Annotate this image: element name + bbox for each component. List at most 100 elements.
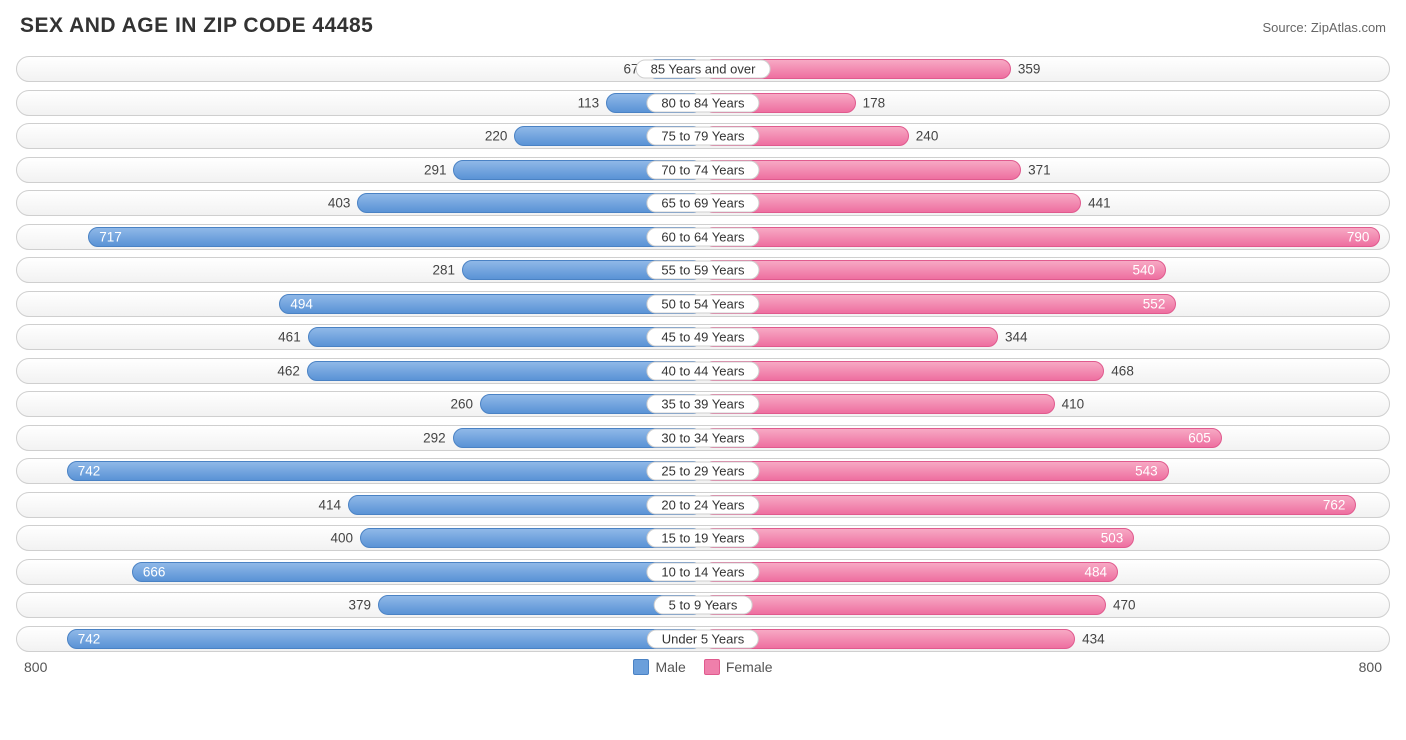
male-bar: 717 bbox=[88, 227, 703, 247]
male-bar: 666 bbox=[132, 562, 703, 582]
female-value: 344 bbox=[997, 330, 1028, 345]
female-bar: 605 bbox=[703, 428, 1222, 448]
age-category-label: 30 to 34 Years bbox=[646, 428, 759, 447]
age-category-label: 55 to 59 Years bbox=[646, 261, 759, 280]
age-category-label: 10 to 14 Years bbox=[646, 562, 759, 581]
male-bar: 462 bbox=[307, 361, 703, 381]
female-bar: 762 bbox=[703, 495, 1356, 515]
female-value: 790 bbox=[1347, 229, 1370, 244]
female-value: 484 bbox=[1084, 564, 1107, 579]
legend: Male Female bbox=[64, 659, 1342, 675]
male-value: 666 bbox=[143, 564, 166, 579]
female-value: 178 bbox=[855, 95, 886, 110]
chart-row: 291 371 70 to 74 Years bbox=[16, 157, 1390, 183]
male-value: 717 bbox=[99, 229, 122, 244]
male-value: 494 bbox=[290, 296, 313, 311]
female-value: 441 bbox=[1080, 196, 1111, 211]
male-value: 742 bbox=[78, 631, 101, 646]
female-bar: 470 bbox=[703, 595, 1106, 615]
age-category-label: 80 to 84 Years bbox=[646, 93, 759, 112]
male-value: 403 bbox=[328, 196, 359, 211]
chart-row: 40344165 to 69 Years bbox=[16, 190, 1390, 216]
age-category-label: 85 Years and over bbox=[636, 60, 771, 79]
female-value: 434 bbox=[1074, 631, 1105, 646]
female-value: 762 bbox=[1323, 497, 1346, 512]
axis-max-right: 800 bbox=[1342, 659, 1382, 675]
chart-row: 494 552 50 to 54 Years bbox=[16, 291, 1390, 317]
female-bar: 484 bbox=[703, 562, 1118, 582]
age-category-label: 65 to 69 Years bbox=[646, 194, 759, 213]
male-value: 260 bbox=[451, 397, 482, 412]
female-bar: 441 bbox=[703, 193, 1081, 213]
age-category-label: 25 to 29 Years bbox=[646, 462, 759, 481]
legend-item-male: Male bbox=[633, 659, 685, 675]
male-bar: 494 bbox=[279, 294, 703, 314]
female-bar: 434 bbox=[703, 629, 1075, 649]
male-value: 220 bbox=[485, 129, 516, 144]
male-value: 400 bbox=[330, 531, 361, 546]
legend-female-label: Female bbox=[726, 659, 773, 675]
female-value: 371 bbox=[1020, 162, 1051, 177]
age-category-label: 5 to 9 Years bbox=[654, 596, 753, 615]
chart-row: 666 484 10 to 14 Years bbox=[16, 559, 1390, 585]
age-category-label: 40 to 44 Years bbox=[646, 361, 759, 380]
male-value: 291 bbox=[424, 162, 455, 177]
female-bar: 540 bbox=[703, 260, 1166, 280]
chart-row: 260 410 35 to 39 Years bbox=[16, 391, 1390, 417]
male-value: 462 bbox=[277, 363, 308, 378]
male-value: 414 bbox=[318, 497, 349, 512]
chart-row: 461 344 45 to 49 Years bbox=[16, 324, 1390, 350]
chart-row: 742 543 25 to 29 Years bbox=[16, 458, 1390, 484]
chart-row: 3794705 to 9 Years bbox=[16, 592, 1390, 618]
age-category-label: 70 to 74 Years bbox=[646, 160, 759, 179]
female-bar: 543 bbox=[703, 461, 1169, 481]
female-value: 240 bbox=[908, 129, 939, 144]
female-swatch-icon bbox=[704, 659, 720, 675]
age-category-label: Under 5 Years bbox=[647, 629, 759, 648]
age-category-label: 35 to 39 Years bbox=[646, 395, 759, 414]
female-value: 543 bbox=[1135, 464, 1158, 479]
female-value: 468 bbox=[1103, 363, 1134, 378]
population-pyramid-chart: 6735985 Years and over 113 178 80 to 84 Yea… bbox=[16, 56, 1390, 652]
legend-item-female: Female bbox=[704, 659, 773, 675]
chart-row: 46246840 to 44 Years bbox=[16, 358, 1390, 384]
chart-row: 220 240 75 to 79 Years bbox=[16, 123, 1390, 149]
age-category-label: 60 to 64 Years bbox=[646, 227, 759, 246]
female-value: 605 bbox=[1188, 430, 1211, 445]
female-bar: 503 bbox=[703, 528, 1134, 548]
male-swatch-icon bbox=[633, 659, 649, 675]
chart-row: 281 540 55 to 59 Years bbox=[16, 257, 1390, 283]
female-bar: 468 bbox=[703, 361, 1104, 381]
chart-row: 40050315 to 19 Years bbox=[16, 525, 1390, 551]
male-value: 292 bbox=[423, 430, 454, 445]
female-value: 503 bbox=[1101, 531, 1124, 546]
male-value: 742 bbox=[78, 464, 101, 479]
chart-row: 41476220 to 24 Years bbox=[16, 492, 1390, 518]
chart-header: SEX AND AGE IN ZIP CODE 44485 Source: Zi… bbox=[16, 14, 1390, 38]
male-bar: 461 bbox=[308, 327, 703, 347]
female-value: 410 bbox=[1054, 397, 1085, 412]
female-value: 470 bbox=[1105, 598, 1136, 613]
chart-row: 717 790 60 to 64 Years bbox=[16, 224, 1390, 250]
chart-source: Source: ZipAtlas.com bbox=[1262, 20, 1386, 35]
legend-male-label: Male bbox=[655, 659, 685, 675]
female-bar: 552 bbox=[703, 294, 1176, 314]
female-bar: 790 bbox=[703, 227, 1380, 247]
male-value: 461 bbox=[278, 330, 309, 345]
age-category-label: 45 to 49 Years bbox=[646, 328, 759, 347]
chart-row: 292 605 30 to 34 Years bbox=[16, 425, 1390, 451]
axis-max-left: 800 bbox=[24, 659, 64, 675]
male-value: 379 bbox=[348, 598, 379, 613]
male-bar: 742 bbox=[67, 461, 703, 481]
male-value: 281 bbox=[433, 263, 464, 278]
chart-footer: 800 Male Female 800 bbox=[16, 659, 1390, 675]
chart-row: 742434Under 5 Years bbox=[16, 626, 1390, 652]
female-value: 552 bbox=[1143, 296, 1166, 311]
male-bar: 742 bbox=[67, 629, 703, 649]
male-value: 113 bbox=[578, 95, 608, 110]
age-category-label: 75 to 79 Years bbox=[646, 127, 759, 146]
female-value: 540 bbox=[1133, 263, 1156, 278]
age-category-label: 50 to 54 Years bbox=[646, 294, 759, 313]
chart-row: 113 178 80 to 84 Years bbox=[16, 90, 1390, 116]
chart-row: 6735985 Years and over bbox=[16, 56, 1390, 82]
